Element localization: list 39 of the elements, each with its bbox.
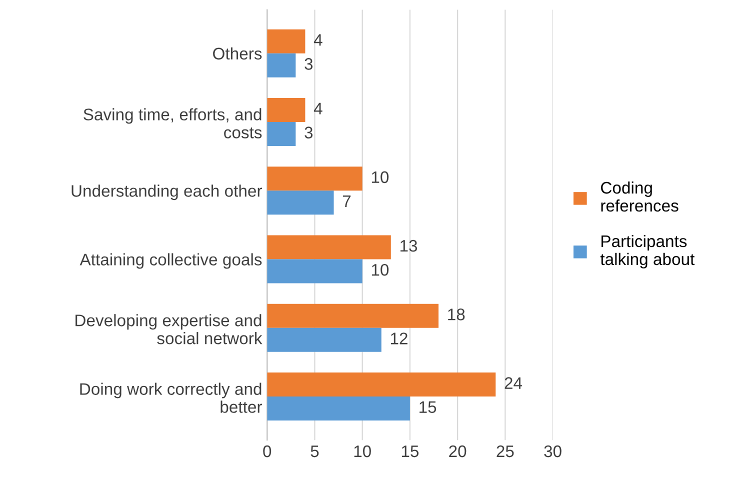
bar: [267, 372, 496, 397]
x-tick-label: 30: [544, 445, 562, 458]
data-label: 13: [400, 240, 418, 252]
bar: [267, 122, 296, 146]
bar: [267, 396, 410, 421]
y-tick-label: Attaining collective goals: [80, 253, 262, 269]
data-label: 15: [420, 401, 436, 414]
x-tick-label: 10: [354, 445, 371, 458]
bar: [267, 166, 362, 191]
bar: [267, 304, 439, 328]
legend-label: Coding references: [601, 181, 678, 212]
data-label: 4: [314, 102, 322, 114]
data-label: 3: [304, 58, 313, 70]
x-tick-label: 20: [449, 445, 466, 458]
x-tick-label: 5: [310, 446, 319, 458]
data-label: 18: [448, 308, 465, 320]
y-tick-label: Others: [213, 47, 262, 60]
x-tick-label: 0: [263, 445, 272, 458]
y-tick-label: Understanding each other: [72, 184, 262, 200]
data-label: 12: [390, 332, 408, 344]
y-tick-label: Developing expertise and social network: [76, 314, 262, 344]
bar: [267, 29, 306, 54]
data-label: 4: [314, 34, 322, 46]
bar: [267, 98, 306, 122]
bar: [267, 235, 391, 260]
y-tick-label: Saving time, efforts, and costs: [84, 108, 262, 138]
bar: [267, 190, 334, 215]
x-tick-label: 15: [402, 446, 419, 458]
legend-label: Participants talking about: [600, 234, 695, 268]
bar: [267, 328, 382, 352]
data-label: 7: [342, 195, 351, 207]
data-label: 10: [372, 264, 389, 276]
x-tick-label: 25: [496, 445, 514, 458]
bar: [267, 259, 362, 284]
bar: [267, 53, 296, 78]
data-label: 10: [372, 171, 389, 184]
data-label: 3: [304, 126, 313, 138]
data-label: 24: [504, 377, 522, 389]
y-tick-label: Doing work correctly and better: [80, 382, 262, 413]
